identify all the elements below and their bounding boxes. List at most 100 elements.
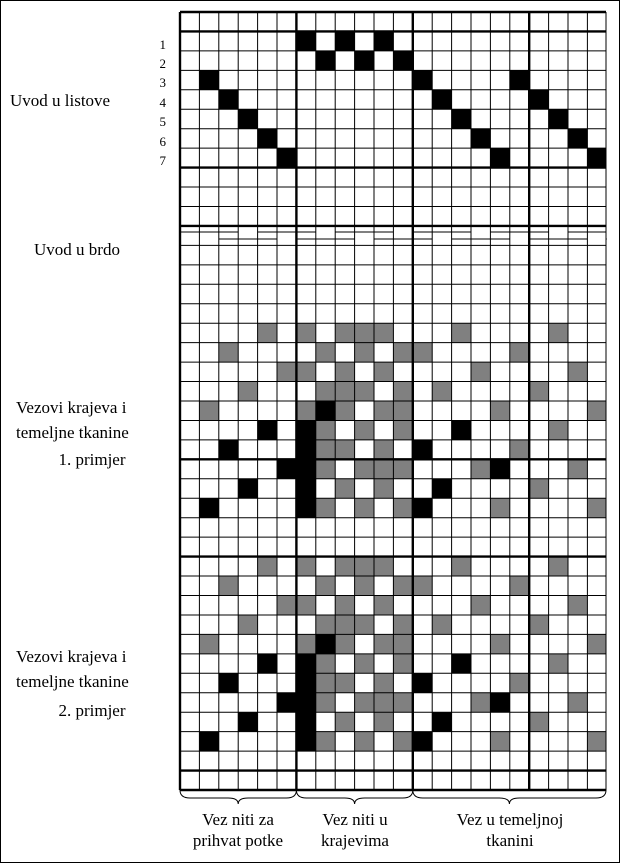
weave-cell-black: [296, 420, 316, 440]
weave-cell-gray: [335, 556, 355, 577]
weave-cell-gray: [354, 653, 374, 674]
threading-cell: [296, 31, 316, 51]
weave-cell-gray: [315, 439, 336, 460]
weave-cell-gray: [548, 556, 568, 577]
weave-cell-gray: [315, 692, 336, 713]
weave-cell-black: [296, 712, 316, 732]
weave-cell-gray: [548, 323, 568, 343]
weave-cell-gray: [568, 362, 588, 382]
weave-cell-gray: [374, 439, 394, 460]
section-brace: [179, 789, 297, 805]
weave-cell-gray: [218, 576, 239, 596]
weave-cell-gray: [529, 614, 549, 635]
weave-cell-black: [238, 478, 258, 499]
weave-cell-gray: [354, 323, 374, 343]
weave-cell-gray: [374, 401, 394, 421]
weave-cell-gray: [393, 692, 413, 713]
weave-cell-gray: [315, 653, 336, 674]
threading-cell: [335, 31, 355, 51]
weave-cell-black: [296, 653, 316, 674]
weave-cell-black: [277, 692, 297, 713]
weave-cell-black: [412, 673, 433, 693]
section-brace: [295, 789, 414, 805]
weave-cell-gray: [335, 362, 355, 382]
bottom-label-ground-line1: Vez u temeljnoj: [456, 810, 564, 829]
weave-cell-black: [296, 478, 316, 499]
threading-cell: [548, 109, 568, 129]
weave-cell-gray: [199, 401, 219, 421]
weave-cell-gray: [393, 634, 413, 654]
weave-cell-black: [412, 498, 433, 518]
weave-cell-gray: [354, 692, 374, 713]
weave-cell-gray: [490, 498, 510, 518]
weave-cell-gray: [315, 731, 336, 752]
weave-cell-gray: [509, 342, 530, 363]
bottom-label-weft-catch-line1: Vez niti za: [202, 810, 274, 829]
weave-cell-gray: [548, 653, 568, 674]
threading-cell: [374, 31, 394, 51]
weave-cell-gray: [587, 634, 606, 654]
bottom-label-weft-catch-line2: prihvat potke: [192, 831, 284, 850]
weave-cell-gray: [296, 556, 316, 577]
weave-cell-gray: [296, 595, 316, 615]
weave-cell-gray: [354, 498, 374, 518]
weave-cell-black: [412, 731, 433, 752]
weave-cell-black: [432, 478, 452, 499]
weave-cell-black: [315, 634, 336, 654]
weave-cell-black: [296, 459, 316, 479]
weave-cell-gray: [335, 478, 355, 499]
weave-cell-gray: [296, 362, 316, 382]
weave-cell-black: [296, 731, 316, 752]
weave-cell-gray: [296, 323, 316, 343]
weave-cell-black: [199, 731, 219, 752]
weave-cell-gray: [374, 673, 394, 693]
weave-cell-gray: [412, 342, 433, 363]
weave-cell-black: [315, 401, 336, 421]
shaft-number-5: 5: [159, 114, 167, 129]
weave-cell-gray: [335, 439, 355, 460]
weave-cell-black: [296, 498, 316, 518]
weave-cell-gray: [432, 381, 452, 401]
weave-cell-gray: [568, 595, 588, 615]
weave-cell-black: [296, 692, 316, 713]
weave-cell-gray: [393, 342, 413, 363]
weave-cell-gray: [354, 556, 374, 577]
weave-cell-gray: [374, 459, 394, 479]
shaft-number-6: 6: [159, 134, 167, 149]
threading-cell: [451, 109, 471, 129]
threading-cell: [315, 50, 336, 71]
weave-cell-gray: [548, 420, 568, 440]
label-example1-line3: 1. primjer: [58, 450, 126, 469]
weave-cell-gray: [315, 420, 336, 440]
weave-cell-gray: [315, 342, 336, 363]
weave-cell-black: [218, 439, 239, 460]
weave-cell-gray: [315, 576, 336, 596]
label-example2-line2: temeljne tkanine: [16, 672, 129, 691]
weave-cell-gray: [354, 459, 374, 479]
threading-cell: [393, 50, 413, 71]
weave-cell-black: [296, 439, 316, 460]
weave-cell-gray: [296, 401, 316, 421]
threading-cell: [412, 70, 433, 90]
weave-cell-gray: [529, 478, 549, 499]
weave-cell-gray: [471, 692, 491, 713]
weave-cell-gray: [335, 712, 355, 732]
threading-cell: [529, 89, 549, 110]
weave-cell-gray: [315, 381, 336, 401]
threading-cell: [354, 50, 374, 71]
weave-cell-gray: [374, 692, 394, 713]
threading-cell: [568, 128, 588, 149]
weave-cell-gray: [509, 673, 530, 693]
weave-cell-gray: [335, 673, 355, 693]
weave-cell-gray: [393, 381, 413, 401]
weave-cell-gray: [471, 362, 491, 382]
threading-cell: [199, 70, 219, 90]
weave-cell-gray: [238, 381, 258, 401]
weave-cell-gray: [393, 576, 413, 596]
label-example1-line2: temeljne tkanine: [16, 423, 129, 442]
weave-cell-gray: [568, 459, 588, 479]
label-example2-line3: 2. primjer: [58, 701, 126, 720]
weave-cell-gray: [393, 653, 413, 674]
